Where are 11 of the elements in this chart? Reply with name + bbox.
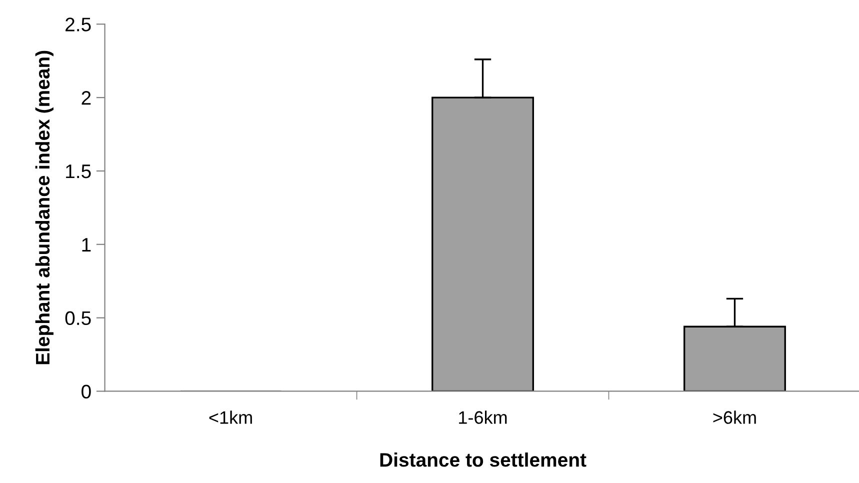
x-tick-label: >6km bbox=[713, 410, 756, 424]
y-tick-label: 1.5 bbox=[66, 164, 91, 178]
y-tick-label: 0.5 bbox=[65, 311, 91, 326]
y-tick-label: 1 bbox=[82, 238, 91, 252]
x-tick-label: <1km bbox=[209, 410, 252, 424]
y-tick-label: 0 bbox=[82, 384, 91, 398]
x-tick-label: 1-6km bbox=[459, 410, 507, 424]
x-axis-title: Distance to settlement bbox=[380, 452, 586, 467]
y-axis-title: Elephant abundance index (mean) bbox=[35, 50, 54, 364]
y-tick-label: 2 bbox=[82, 91, 91, 105]
y-tick-label: 2.5 bbox=[66, 18, 91, 32]
